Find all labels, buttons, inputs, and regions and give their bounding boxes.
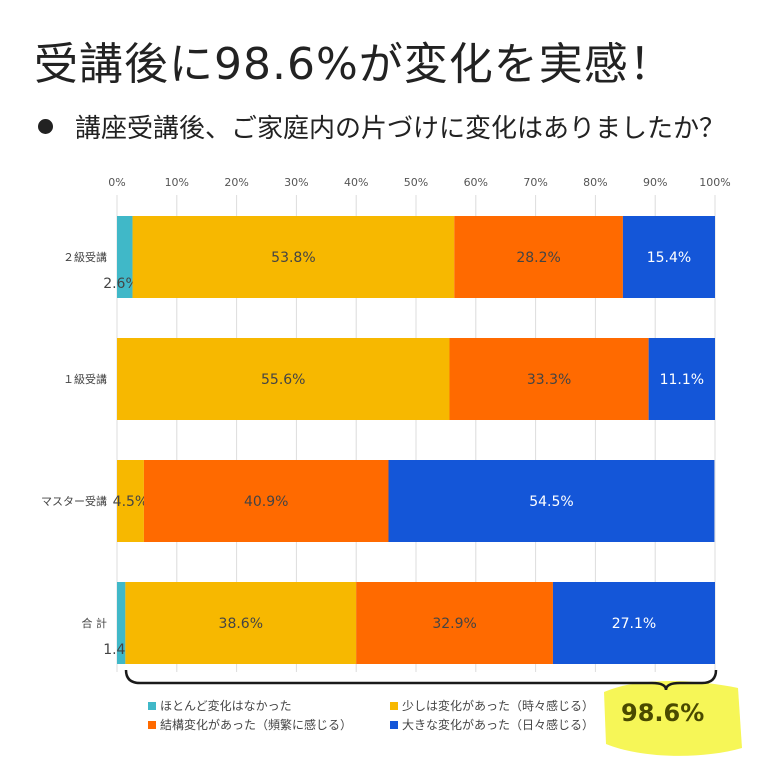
x-tick-label-3: 30% bbox=[284, 176, 308, 189]
bar-3-0 bbox=[117, 582, 126, 664]
x-tick-label-7: 70% bbox=[523, 176, 547, 189]
x-tick-label-4: 40% bbox=[344, 176, 368, 189]
page-title: 受講後に98.6%が変化を実感！ bbox=[34, 39, 674, 90]
bar-1-3 bbox=[648, 338, 715, 420]
data-label-2-3: 54.5% bbox=[529, 494, 573, 510]
legend-item-3: 大きな変化があった（日々感じる） bbox=[390, 716, 594, 733]
x-tick-label-2: 20% bbox=[224, 176, 248, 189]
bracket-line bbox=[124, 669, 718, 691]
bar-3-1 bbox=[125, 582, 357, 664]
bar-0-3 bbox=[622, 216, 715, 298]
legend-label-2: 結構変化があった（頻繁に感じる） bbox=[160, 718, 353, 732]
y-category-label-3: 合 計 bbox=[82, 616, 108, 630]
data-label-0-0: 2.6% bbox=[103, 276, 139, 292]
x-tick-label-1: 10% bbox=[165, 176, 189, 189]
x-tick-label-0: 0% bbox=[108, 176, 125, 189]
bar-0-1 bbox=[132, 216, 455, 298]
legend-swatch-1 bbox=[390, 701, 398, 710]
bar-1-1 bbox=[117, 338, 450, 420]
legend-swatch-0 bbox=[148, 701, 156, 710]
data-label-0-3: 15.4% bbox=[647, 250, 691, 266]
data-label-1-2: 33.3% bbox=[527, 372, 571, 388]
total-change-highlight: 98.6% bbox=[621, 699, 705, 727]
bar-3-2 bbox=[356, 582, 553, 664]
legend-item-2: 結構変化があった（頻繁に感じる） bbox=[148, 716, 352, 733]
legend-item-1: 少しは変化があった（時々感じる） bbox=[390, 697, 594, 714]
legend-label-0: ほとんど変化はなかった bbox=[160, 699, 292, 713]
x-tick-label-5: 50% bbox=[404, 176, 428, 189]
data-label-3-2: 32.9% bbox=[432, 616, 476, 632]
bar-2-3 bbox=[388, 460, 715, 542]
legend-item-0: ほとんど変化はなかった bbox=[148, 697, 292, 714]
y-category-label-0: ２級受講 bbox=[63, 250, 107, 264]
legend-label-1: 少しは変化があった（時々感じる） bbox=[402, 699, 595, 713]
x-tick-label-8: 80% bbox=[583, 176, 607, 189]
data-label-1-3: 11.1% bbox=[660, 372, 704, 388]
legend-label-3: 大きな変化があった（日々感じる） bbox=[402, 718, 595, 732]
bar-2-2 bbox=[143, 460, 389, 542]
bar-0-2 bbox=[454, 216, 623, 298]
legend-swatch-3 bbox=[390, 720, 398, 729]
data-label-3-1: 38.6% bbox=[219, 616, 263, 632]
y-category-label-1: １級受講 bbox=[63, 372, 107, 386]
survey-question: 講座受講後、ご家庭内の片づけに変化はありましたか？ bbox=[75, 114, 726, 144]
legend-swatch-2 bbox=[148, 720, 156, 729]
x-tick-label-6: 60% bbox=[464, 176, 488, 189]
bar-2-1 bbox=[117, 460, 144, 542]
x-tick-label-10: 100% bbox=[699, 176, 730, 189]
data-label-3-3: 27.1% bbox=[612, 616, 656, 632]
bullet-icon bbox=[38, 119, 53, 134]
data-label-0-2: 28.2% bbox=[516, 250, 560, 266]
data-label-0-1: 53.8% bbox=[271, 250, 315, 266]
bar-1-2 bbox=[449, 338, 649, 420]
highlight-marker bbox=[604, 681, 742, 756]
question-row: 講座受講後、ご家庭内の片づけに変化はありましたか？ bbox=[38, 108, 725, 145]
data-label-1-1: 55.6% bbox=[261, 372, 305, 388]
data-label-2-1: 4.5% bbox=[113, 494, 149, 510]
y-category-label-2: マスター受講 bbox=[41, 494, 107, 508]
bar-0-0 bbox=[117, 216, 133, 298]
bar-3-3 bbox=[552, 582, 715, 664]
data-label-2-2: 40.9% bbox=[244, 494, 288, 510]
x-tick-label-9: 90% bbox=[643, 176, 667, 189]
